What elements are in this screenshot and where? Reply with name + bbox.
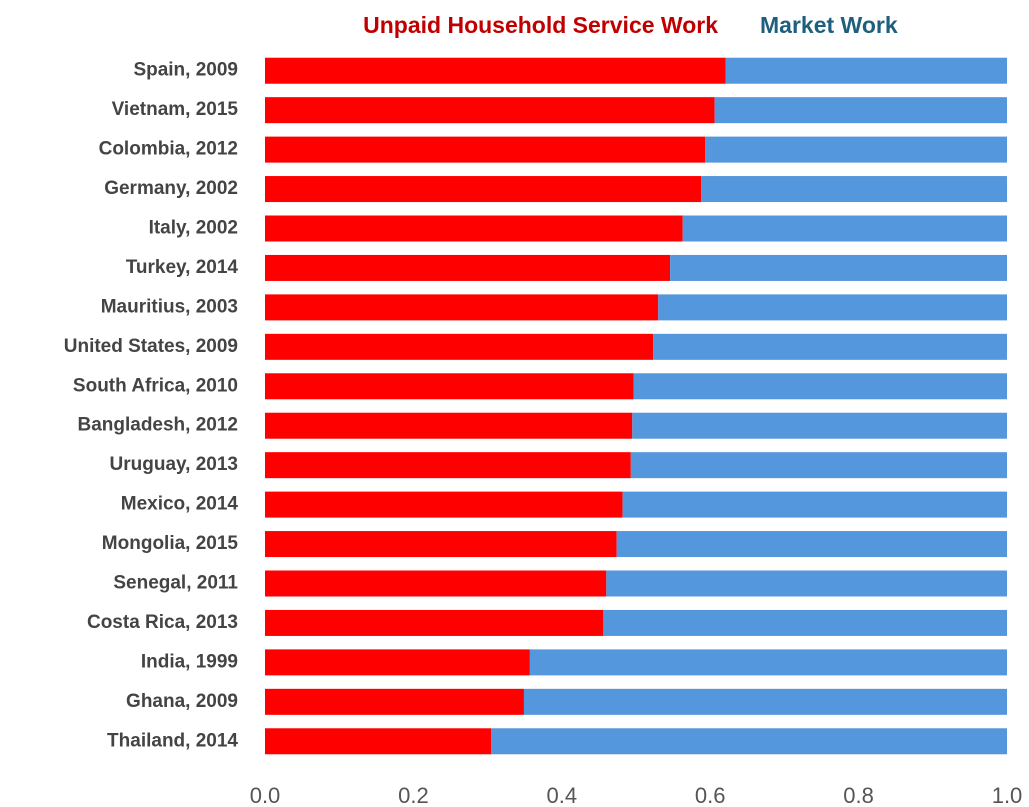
bar-segment (670, 254, 1007, 281)
x-tick-label: 0.2 (398, 783, 429, 807)
bar-segment (265, 570, 607, 597)
bar-segment (265, 215, 683, 242)
bar-segment (265, 609, 604, 636)
y-tick-label: Costa Rica, 2013 (87, 612, 238, 633)
bar-segment (265, 97, 715, 124)
bar-segment (603, 609, 1007, 636)
y-tick-label: India, 1999 (141, 651, 238, 672)
y-tick-label: Senegal, 2011 (113, 573, 238, 594)
bar-segment (265, 373, 634, 400)
bar-segment (265, 294, 659, 321)
bar-segment (265, 136, 706, 163)
x-tick-label: 0.4 (547, 783, 578, 807)
bar-segment (265, 531, 617, 558)
bar-segment (653, 333, 1007, 360)
bar-segment (265, 728, 492, 755)
bar-segment (633, 373, 1007, 400)
bar-segment (265, 254, 671, 281)
y-tick-label: Thailand, 2014 (107, 730, 238, 751)
bar-segment (622, 491, 1007, 518)
bar-segment (714, 97, 1007, 124)
y-tick-label: United States, 2009 (64, 336, 238, 357)
bar-segment (523, 688, 1007, 715)
bar-segment (705, 136, 1007, 163)
y-tick-label: Colombia, 2012 (99, 139, 238, 160)
bar-segment (630, 452, 1007, 479)
y-tick-label: Uruguay, 2013 (110, 454, 238, 475)
bar-segment (265, 688, 524, 715)
y-tick-label: Mauritius, 2003 (101, 296, 238, 317)
y-tick-label: Spain, 2009 (133, 60, 238, 81)
x-tick-label: 0.0 (250, 783, 281, 807)
y-tick-label: Vietnam, 2015 (112, 99, 239, 120)
y-tick-label: Bangladesh, 2012 (77, 415, 238, 436)
y-tick-label: Ghana, 2009 (126, 691, 238, 712)
bar-segment (606, 570, 1007, 597)
bar-segment (265, 491, 623, 518)
y-tick-label: Italy, 2002 (149, 218, 238, 239)
bar-segment (529, 649, 1007, 676)
bar-segment (616, 531, 1007, 558)
bar-segment (265, 452, 631, 479)
bar-segment (265, 176, 702, 203)
bar-segment (701, 176, 1007, 203)
x-tick-label: 1.0 (992, 783, 1023, 807)
bar-segment (658, 294, 1007, 321)
y-tick-label: Germany, 2002 (104, 178, 238, 199)
bar-segment (682, 215, 1007, 242)
bar-segment (725, 57, 1007, 84)
y-tick-label: South Africa, 2010 (73, 375, 238, 396)
bar-segment (265, 333, 654, 360)
bar-segment (265, 649, 530, 676)
bar-segment (265, 57, 726, 84)
legend-entry: Market Work (760, 12, 898, 38)
bar-segment (491, 728, 1007, 755)
y-tick-label: Turkey, 2014 (126, 257, 239, 278)
legend-entry: Unpaid Household Service Work (363, 12, 718, 38)
x-tick-label: 0.6 (695, 783, 726, 807)
y-tick-label: Mongolia, 2015 (102, 533, 239, 554)
bar-segment (265, 412, 633, 439)
y-tick-label: Mexico, 2014 (121, 494, 239, 515)
bar-segment (632, 412, 1007, 439)
x-tick-label: 0.8 (843, 783, 874, 807)
